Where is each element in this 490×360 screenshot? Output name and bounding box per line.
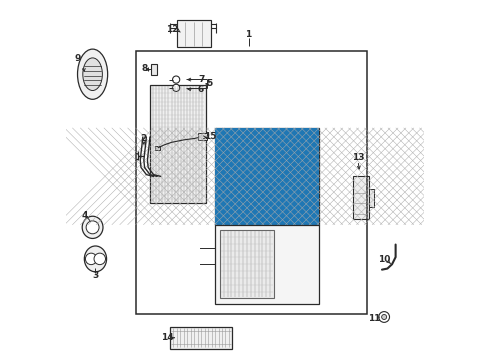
Bar xyxy=(170,327,232,348)
Bar xyxy=(215,128,318,225)
Text: 11: 11 xyxy=(368,314,380,323)
Bar xyxy=(177,21,211,47)
Text: 12: 12 xyxy=(166,25,179,34)
Bar xyxy=(151,64,157,75)
Text: 13: 13 xyxy=(352,153,364,162)
Text: 4: 4 xyxy=(81,211,88,220)
Text: 8: 8 xyxy=(142,64,147,73)
Text: 2: 2 xyxy=(141,134,147,143)
Bar xyxy=(155,145,160,150)
Bar xyxy=(220,230,274,298)
Bar xyxy=(215,225,318,304)
Bar xyxy=(197,134,207,140)
Circle shape xyxy=(85,253,97,265)
Circle shape xyxy=(172,76,180,83)
Text: 1: 1 xyxy=(245,30,252,39)
Circle shape xyxy=(94,253,105,265)
Bar xyxy=(215,128,318,225)
Ellipse shape xyxy=(82,216,103,238)
Ellipse shape xyxy=(83,58,102,90)
Text: 3: 3 xyxy=(92,271,98,280)
Circle shape xyxy=(382,315,387,319)
Ellipse shape xyxy=(84,246,107,272)
Text: 6: 6 xyxy=(197,85,203,94)
Circle shape xyxy=(379,312,390,322)
Circle shape xyxy=(172,84,180,91)
Circle shape xyxy=(86,221,99,234)
Bar xyxy=(150,85,205,203)
Text: 5: 5 xyxy=(207,80,213,89)
Text: 9: 9 xyxy=(74,54,81,63)
Text: 7: 7 xyxy=(198,75,204,84)
Ellipse shape xyxy=(77,49,108,99)
Text: 14: 14 xyxy=(161,333,173,342)
Bar xyxy=(136,51,367,315)
Bar xyxy=(353,176,368,220)
Text: 10: 10 xyxy=(378,255,391,264)
Text: 15: 15 xyxy=(204,132,217,141)
Bar xyxy=(368,189,374,207)
